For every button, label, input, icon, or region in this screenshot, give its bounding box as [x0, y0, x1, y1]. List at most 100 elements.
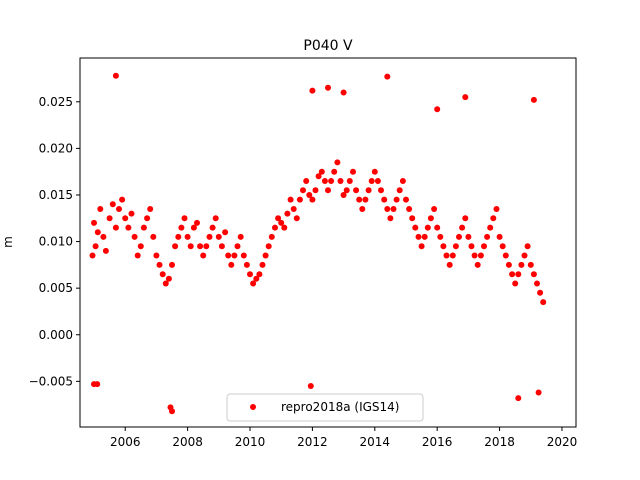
data-point: [362, 196, 369, 203]
data-point: [521, 252, 528, 259]
x-tick-label: 2012: [297, 435, 328, 449]
scatter-points: [89, 72, 547, 415]
data-point: [456, 233, 462, 240]
data-point: [247, 271, 253, 278]
data-point: [237, 233, 244, 240]
data-point: [440, 243, 447, 250]
x-tick-label: 2010: [235, 435, 266, 449]
data-point: [218, 243, 225, 250]
data-point: [502, 252, 509, 259]
data-point: [159, 271, 166, 278]
y-tick-label: 0.025: [39, 95, 73, 109]
legend-label: repro2018a (IGS14): [281, 400, 399, 414]
x-tick-label: 2006: [110, 435, 141, 449]
y-tick-label: 0.020: [39, 141, 73, 155]
data-point: [540, 299, 547, 306]
data-point: [162, 280, 169, 287]
data-point: [530, 271, 537, 278]
data-point: [396, 187, 403, 194]
data-point: [384, 73, 391, 80]
data-point: [350, 168, 356, 175]
data-point: [512, 280, 519, 287]
data-point: [190, 224, 197, 231]
data-point: [321, 178, 328, 184]
data-point: [91, 219, 97, 226]
data-point: [306, 192, 313, 198]
data-point: [119, 196, 126, 203]
data-point: [412, 224, 419, 231]
data-point: [424, 224, 431, 231]
x-tick-label: 2014: [360, 435, 391, 449]
data-point: [527, 261, 534, 268]
data-point: [537, 289, 544, 296]
data-point: [524, 243, 531, 250]
data-point: [459, 224, 466, 231]
data-point: [272, 224, 278, 231]
data-point: [116, 206, 122, 212]
data-point: [530, 96, 537, 103]
data-point: [275, 215, 282, 222]
data-point: [418, 243, 425, 250]
data-point: [134, 252, 141, 259]
data-point: [140, 224, 147, 231]
data-point: [197, 243, 204, 250]
data-point: [493, 206, 500, 212]
data-point: [240, 252, 247, 259]
data-point: [427, 215, 434, 222]
data-point: [409, 215, 416, 222]
data-point: [102, 247, 109, 254]
data-point: [331, 168, 338, 175]
x-tick-label: 2008: [172, 435, 203, 449]
data-point: [281, 224, 288, 231]
data-point: [307, 383, 314, 389]
data-point: [178, 224, 185, 231]
data-point: [356, 196, 363, 203]
data-point: [131, 233, 138, 240]
data-point: [421, 233, 428, 240]
data-point: [340, 192, 347, 198]
data-point: [496, 233, 503, 240]
y-tick-label: 0.015: [39, 188, 73, 202]
data-point: [137, 243, 144, 250]
data-point: [222, 229, 229, 236]
data-point: [462, 215, 469, 222]
data-point: [165, 275, 172, 282]
data-point: [359, 206, 366, 212]
data-point: [371, 168, 378, 175]
plot-frame: [79, 57, 577, 428]
data-point: [172, 243, 179, 250]
data-point: [515, 395, 522, 402]
data-point: [256, 271, 263, 278]
data-point: [374, 178, 381, 184]
data-point: [509, 271, 516, 278]
data-point: [312, 187, 319, 194]
data-point: [169, 408, 175, 415]
data-point: [334, 159, 341, 166]
data-point: [225, 252, 232, 259]
data-point: [212, 215, 219, 222]
data-point: [415, 233, 422, 240]
legend-marker: [250, 404, 256, 410]
data-point: [393, 196, 400, 203]
data-point: [169, 261, 175, 268]
data-point: [353, 187, 360, 194]
data-point: [309, 87, 316, 94]
data-point: [337, 178, 344, 184]
data-point: [474, 261, 481, 268]
data-point: [434, 106, 441, 113]
y-tick-label: −0.005: [29, 374, 73, 388]
data-point: [535, 389, 542, 396]
legend: repro2018a (IGS14): [226, 393, 424, 422]
data-point: [484, 233, 491, 240]
data-point: [390, 206, 397, 212]
data-point: [452, 243, 459, 250]
data-point: [184, 233, 191, 240]
data-point: [265, 243, 272, 250]
data-point: [94, 229, 101, 236]
data-point: [231, 252, 238, 259]
data-point: [262, 252, 269, 259]
data-point: [381, 196, 388, 203]
data-point: [468, 243, 475, 250]
data-point: [505, 261, 512, 268]
